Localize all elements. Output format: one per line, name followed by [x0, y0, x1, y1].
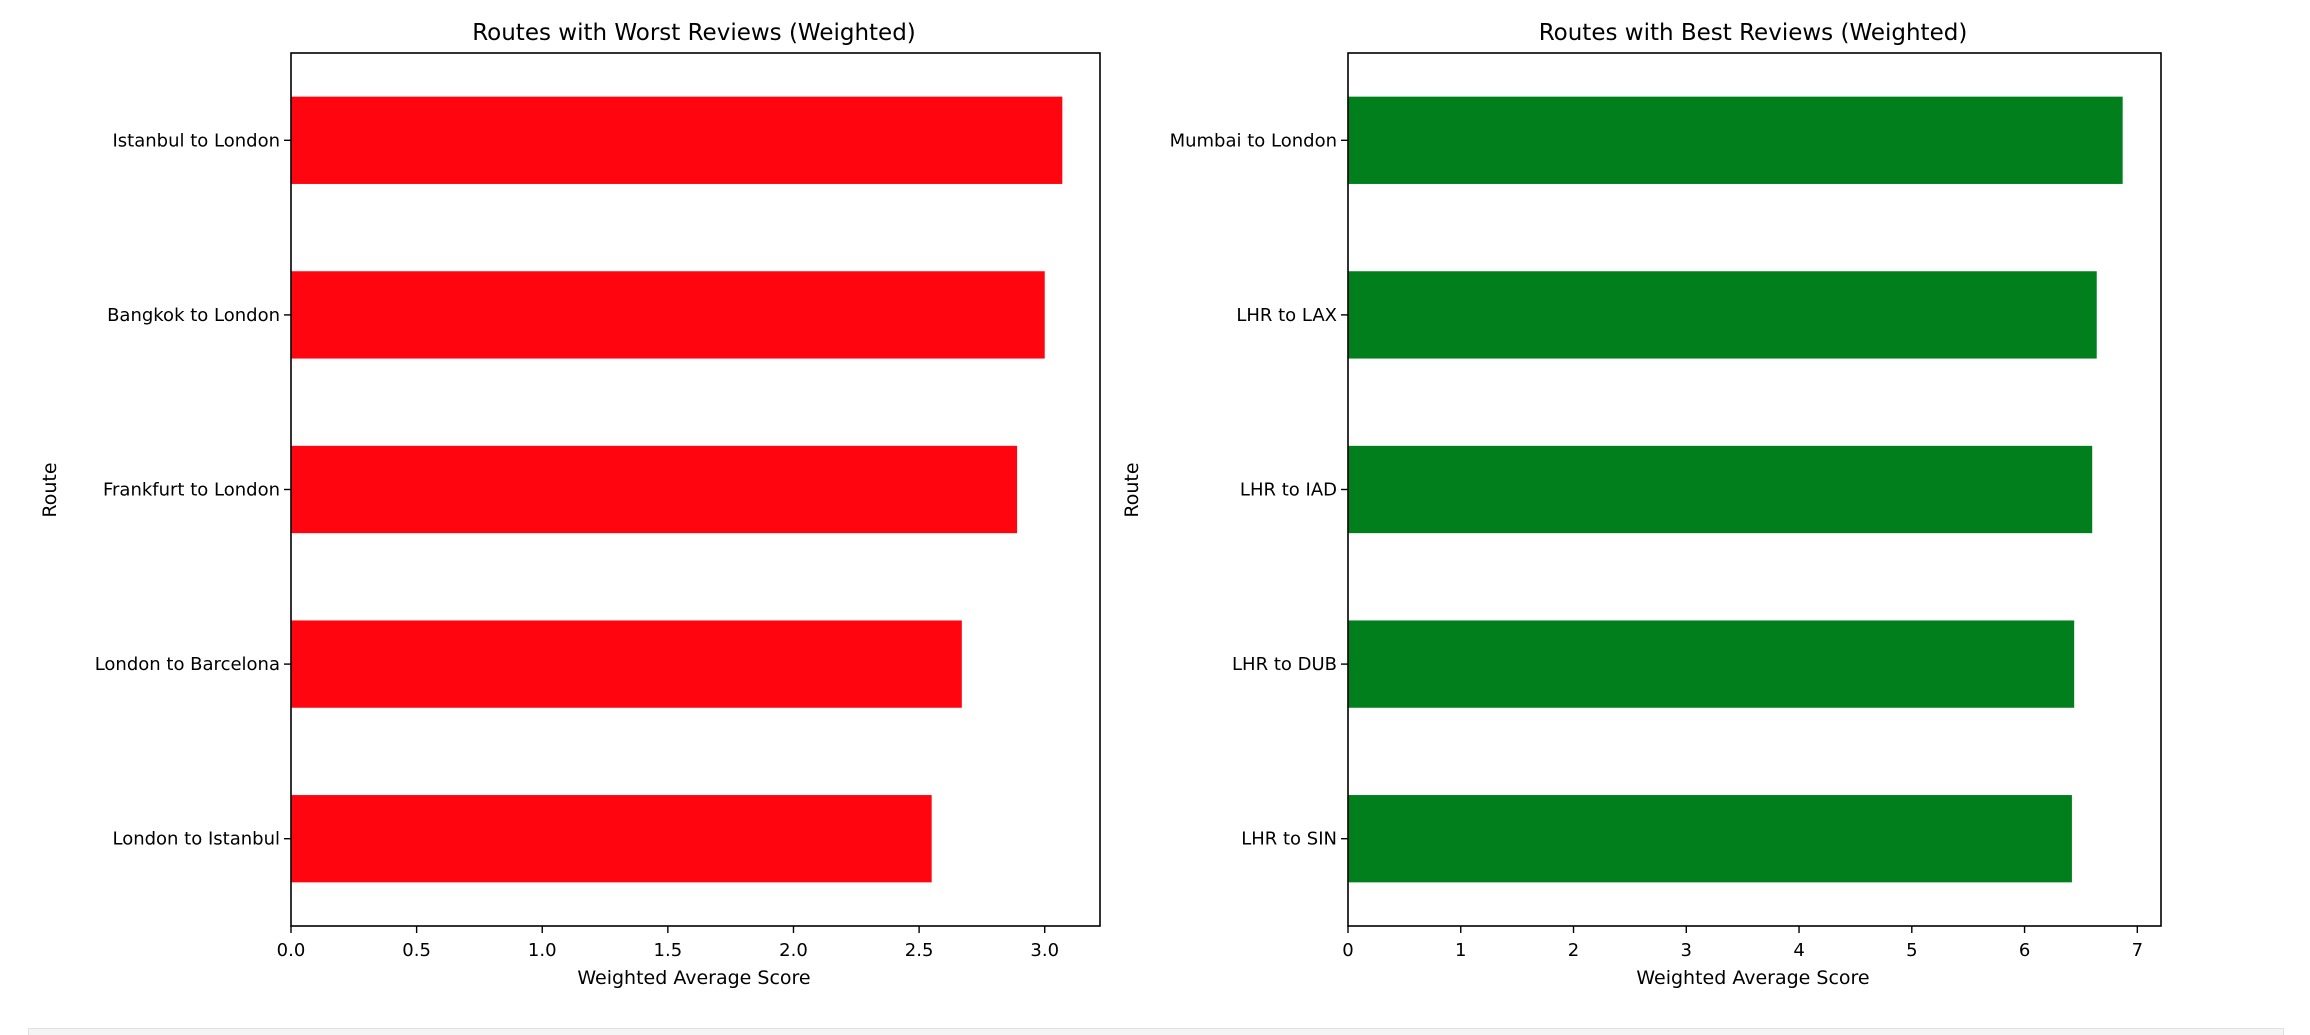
x-ticks: 0 1 2 3 4 5 6 7	[1342, 926, 2143, 961]
y-tick-label: London to Barcelona	[95, 654, 280, 675]
bar	[291, 620, 962, 708]
x-ticks: 0.0 0.5 1.0 1.5 2.0 2.5 3.0	[277, 926, 1059, 961]
y-tick-label: LHR to LAX	[1236, 305, 1337, 326]
chart-worst-routes: Routes with Worst Reviews (Weighted) Ist…	[39, 20, 1101, 989]
x-axis-label: Weighted Average Score	[1636, 967, 1869, 989]
y-axis-label: Route	[39, 462, 61, 517]
bar	[1348, 271, 2097, 359]
x-tick-label: 0.0	[277, 940, 306, 961]
y-tick-label: Bangkok to London	[107, 305, 280, 326]
y-tick-label: Frankfurt to London	[103, 480, 280, 501]
x-tick-label: 2.0	[779, 940, 808, 961]
x-tick-label: 1	[1455, 940, 1466, 961]
x-tick-label: 2.5	[905, 940, 934, 961]
y-tick-label: LHR to IAD	[1240, 480, 1337, 501]
bar	[1348, 620, 2075, 708]
y-tick-label: Mumbai to London	[1170, 130, 1337, 151]
bar	[1348, 795, 2072, 883]
y-axis-label: Route	[1121, 462, 1143, 517]
bar	[291, 445, 1018, 534]
x-tick-label: 7	[2132, 940, 2143, 961]
x-tick-label: 5	[1906, 940, 1917, 961]
x-tick-label: 1.5	[654, 940, 683, 961]
y-ticks: Mumbai to London LHR to LAX LHR to IAD LHR …	[1170, 130, 1348, 850]
y-tick-label: Istanbul to London	[112, 130, 280, 151]
x-axis-label: Weighted Average Score	[577, 967, 810, 989]
bar	[291, 271, 1045, 359]
bars	[291, 96, 1063, 883]
bar	[291, 96, 1063, 184]
chart-title: Routes with Best Reviews (Weighted)	[1539, 20, 1968, 46]
bar	[1348, 445, 2093, 534]
bars	[1348, 96, 2123, 883]
output-cell-border	[28, 1028, 2284, 1035]
x-tick-label: 0	[1342, 940, 1353, 961]
x-tick-label: 6	[2019, 940, 2030, 961]
chart-title: Routes with Worst Reviews (Weighted)	[472, 20, 916, 46]
bar	[291, 795, 932, 883]
x-tick-label: 2	[1568, 940, 1579, 961]
x-tick-label: 1.0	[528, 940, 557, 961]
y-tick-label: LHR to DUB	[1232, 654, 1337, 675]
bar	[1348, 96, 2123, 184]
y-tick-label: London to Istanbul	[112, 829, 280, 850]
y-tick-label: LHR to SIN	[1241, 829, 1337, 850]
x-tick-label: 4	[1793, 940, 1804, 961]
x-tick-label: 3	[1681, 940, 1692, 961]
y-ticks: Istanbul to London Bangkok to London Frank…	[95, 130, 291, 850]
x-tick-label: 3.0	[1030, 940, 1059, 961]
chart-best-routes: Routes with Best Reviews (Weighted) Mumb…	[1121, 20, 2162, 989]
x-tick-label: 0.5	[402, 940, 431, 961]
